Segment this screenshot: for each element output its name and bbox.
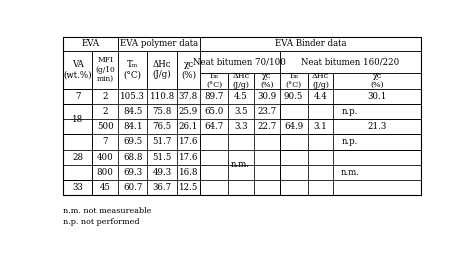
Text: 23.7: 23.7 xyxy=(257,107,276,116)
Text: 36.7: 36.7 xyxy=(153,183,172,192)
Text: 2: 2 xyxy=(102,92,108,101)
Text: 800: 800 xyxy=(97,168,114,177)
Text: 7: 7 xyxy=(75,92,81,101)
Text: MFI
(g/10
min): MFI (g/10 min) xyxy=(95,56,115,83)
Text: 45: 45 xyxy=(100,183,111,192)
Text: 500: 500 xyxy=(97,122,114,131)
Text: 30.9: 30.9 xyxy=(257,92,276,101)
Text: n.p.: n.p. xyxy=(342,138,358,146)
Text: Tₘ
(°C): Tₘ (°C) xyxy=(206,72,222,89)
Text: 75.8: 75.8 xyxy=(153,107,172,116)
Text: 33: 33 xyxy=(72,183,83,192)
Text: 17.6: 17.6 xyxy=(179,153,198,162)
Text: n.p. not performed: n.p. not performed xyxy=(63,218,139,226)
Text: 26.1: 26.1 xyxy=(179,122,198,131)
Text: 4.4: 4.4 xyxy=(314,92,328,101)
Text: ΔHᴄ
(J/g): ΔHᴄ (J/g) xyxy=(232,72,249,89)
Text: 7: 7 xyxy=(102,138,108,146)
Text: 60.7: 60.7 xyxy=(123,183,143,192)
Text: ΔHᴄ
(J/g): ΔHᴄ (J/g) xyxy=(312,72,329,89)
Text: 64.7: 64.7 xyxy=(204,122,224,131)
Text: EVA polymer data: EVA polymer data xyxy=(120,40,198,48)
Text: χᴄ
(%): χᴄ (%) xyxy=(181,60,196,79)
Text: n.m.: n.m. xyxy=(230,160,249,169)
Text: ΔHᴄ
(J/g): ΔHᴄ (J/g) xyxy=(153,60,172,79)
Text: 51.7: 51.7 xyxy=(153,138,172,146)
Text: VA
(wt.%): VA (wt.%) xyxy=(64,60,92,79)
Text: χᴄ
(%): χᴄ (%) xyxy=(260,72,273,89)
Text: 37.8: 37.8 xyxy=(179,92,198,101)
Text: 69.3: 69.3 xyxy=(123,168,142,177)
Text: χᴄ
(%): χᴄ (%) xyxy=(370,72,384,89)
Text: 68.8: 68.8 xyxy=(123,153,143,162)
Text: 110.8: 110.8 xyxy=(149,92,175,101)
Text: 22.7: 22.7 xyxy=(257,122,276,131)
Text: 84.5: 84.5 xyxy=(123,107,143,116)
Text: 90.5: 90.5 xyxy=(284,92,303,101)
Text: 69.5: 69.5 xyxy=(123,138,142,146)
Text: 3.1: 3.1 xyxy=(314,122,328,131)
Text: EVA: EVA xyxy=(82,40,100,48)
Text: 89.7: 89.7 xyxy=(204,92,224,101)
Text: 21.3: 21.3 xyxy=(368,122,387,131)
Text: EVA Binder data: EVA Binder data xyxy=(275,40,346,48)
Text: 30.1: 30.1 xyxy=(367,92,387,101)
Text: 18: 18 xyxy=(72,115,83,123)
Text: 84.1: 84.1 xyxy=(123,122,143,131)
Text: Neat bitumen 70/100: Neat bitumen 70/100 xyxy=(193,57,286,66)
Text: 17.6: 17.6 xyxy=(179,138,198,146)
Text: 4.5: 4.5 xyxy=(234,92,248,101)
Text: 51.5: 51.5 xyxy=(153,153,172,162)
Text: 12.5: 12.5 xyxy=(179,183,198,192)
Text: 16.8: 16.8 xyxy=(179,168,198,177)
Text: 64.9: 64.9 xyxy=(284,122,303,131)
Text: n.p.: n.p. xyxy=(342,107,358,116)
Text: 400: 400 xyxy=(97,153,114,162)
Text: 105.3: 105.3 xyxy=(120,92,145,101)
Text: 76.5: 76.5 xyxy=(153,122,172,131)
Text: n.m. not measureable: n.m. not measureable xyxy=(63,207,151,215)
Text: n.m.: n.m. xyxy=(341,168,360,177)
Text: Tₘ
(°C): Tₘ (°C) xyxy=(285,72,302,89)
Text: 25.9: 25.9 xyxy=(179,107,198,116)
Text: 2: 2 xyxy=(102,107,108,116)
Text: 3.3: 3.3 xyxy=(234,122,248,131)
Text: 65.0: 65.0 xyxy=(204,107,224,116)
Text: Neat bitumen 160/220: Neat bitumen 160/220 xyxy=(301,57,400,66)
Text: 49.3: 49.3 xyxy=(153,168,172,177)
Text: 3.5: 3.5 xyxy=(234,107,248,116)
Text: 28: 28 xyxy=(72,153,83,162)
Text: Tₘ
(°C): Tₘ (°C) xyxy=(124,60,142,79)
